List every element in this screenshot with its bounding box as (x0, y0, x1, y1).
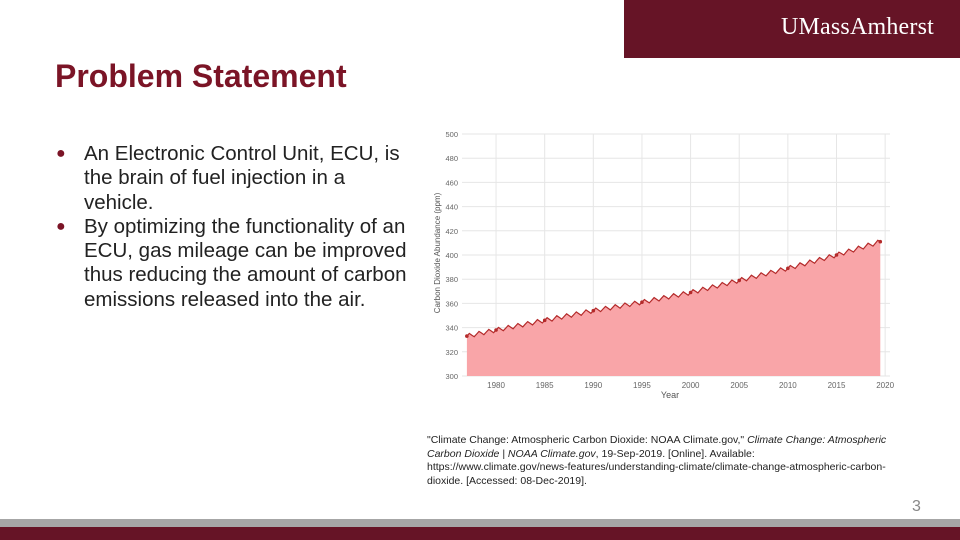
chart-x-tick-label: 2000 (682, 381, 700, 390)
chart-data-point (834, 253, 839, 257)
chart-data-point (878, 239, 883, 244)
bullet-text: An Electronic Control Unit, ECU, is the … (84, 142, 400, 214)
chart-data-point (737, 278, 742, 283)
chart-x-axis-label: Year (661, 390, 679, 400)
bullet-item: ● By optimizing the functionality of an … (52, 215, 412, 312)
chart-data-point (465, 334, 469, 338)
citation-suffix: , 19-Sep-2019. [Online]. Available: http… (427, 447, 886, 487)
chart-y-axis-label: Carbon Dioxide Abundance (ppm) (433, 192, 442, 313)
footer-gray-bar (0, 519, 960, 527)
slide-title: Problem Statement (55, 58, 347, 94)
chart-x-tick-label: 1985 (536, 381, 554, 390)
chart-data-point (494, 328, 498, 332)
chart-x-tick-label: 1990 (584, 381, 602, 390)
citation-title: Climate Change: Atmospheric Carbon Dioxi… (427, 434, 887, 460)
chart-y-tick-label: 400 (445, 251, 458, 260)
bullet-list: ● An Electronic Control Unit, ECU, is th… (52, 142, 412, 312)
chart-y-tick-label: 500 (445, 130, 458, 139)
chart-y-tick-label: 340 (445, 324, 458, 333)
chart-data-point (542, 318, 547, 323)
chart-y-tick-label: 360 (445, 299, 458, 308)
co2-chart: 300 320 340 360 380 400 420 440 460 480 500 1980 198… (428, 126, 902, 406)
chart-y-tick-label: 440 (445, 203, 458, 212)
chart-x-tick-label: 2005 (730, 381, 748, 390)
chart-data-point (640, 300, 644, 304)
chart-y-tick-label: 460 (445, 178, 458, 187)
page-number: 3 (912, 498, 921, 515)
chart-x-tick-label: 2010 (779, 381, 797, 390)
chart-series-line (466, 239, 881, 338)
chart-x-tick-label: 1980 (487, 381, 505, 390)
chart-data-point (688, 290, 693, 295)
chart-data-point (591, 308, 596, 313)
chart-area-fill (466, 240, 881, 376)
citation: "Climate Change: Atmospheric Carbon Diox… (427, 434, 897, 488)
bullet-text: By optimizing the functionality of an EC… (84, 214, 407, 311)
chart-y-tick-label: 420 (445, 227, 458, 236)
chart-x-tick-label: 2015 (828, 381, 846, 390)
bullet-item: ● An Electronic Control Unit, ECU, is th… (52, 142, 412, 215)
chart-y-tick-label: 480 (445, 154, 458, 163)
chart-y-tick-label: 300 (445, 372, 458, 381)
chart-y-tick-label: 380 (445, 275, 458, 284)
chart-data-point (786, 266, 790, 271)
citation-prefix: "Climate Change: Atmospheric Carbon Diox… (427, 434, 748, 446)
co2-chart-svg: 300 320 340 360 380 400 420 440 460 480 500 1980 198… (433, 130, 895, 400)
umass-logo: UMassAmherst (780, 14, 934, 40)
bullet-dot-icon: ● (56, 217, 66, 235)
bullet-dot-icon: ● (56, 145, 66, 162)
chart-y-tick-label: 320 (445, 348, 458, 357)
brand-banner: UMassAmherst (624, 0, 960, 58)
chart-x-tick-label: 1995 (633, 381, 651, 390)
chart-x-tick-label: 2020 (876, 381, 894, 390)
footer-maroon-bar (0, 527, 960, 540)
